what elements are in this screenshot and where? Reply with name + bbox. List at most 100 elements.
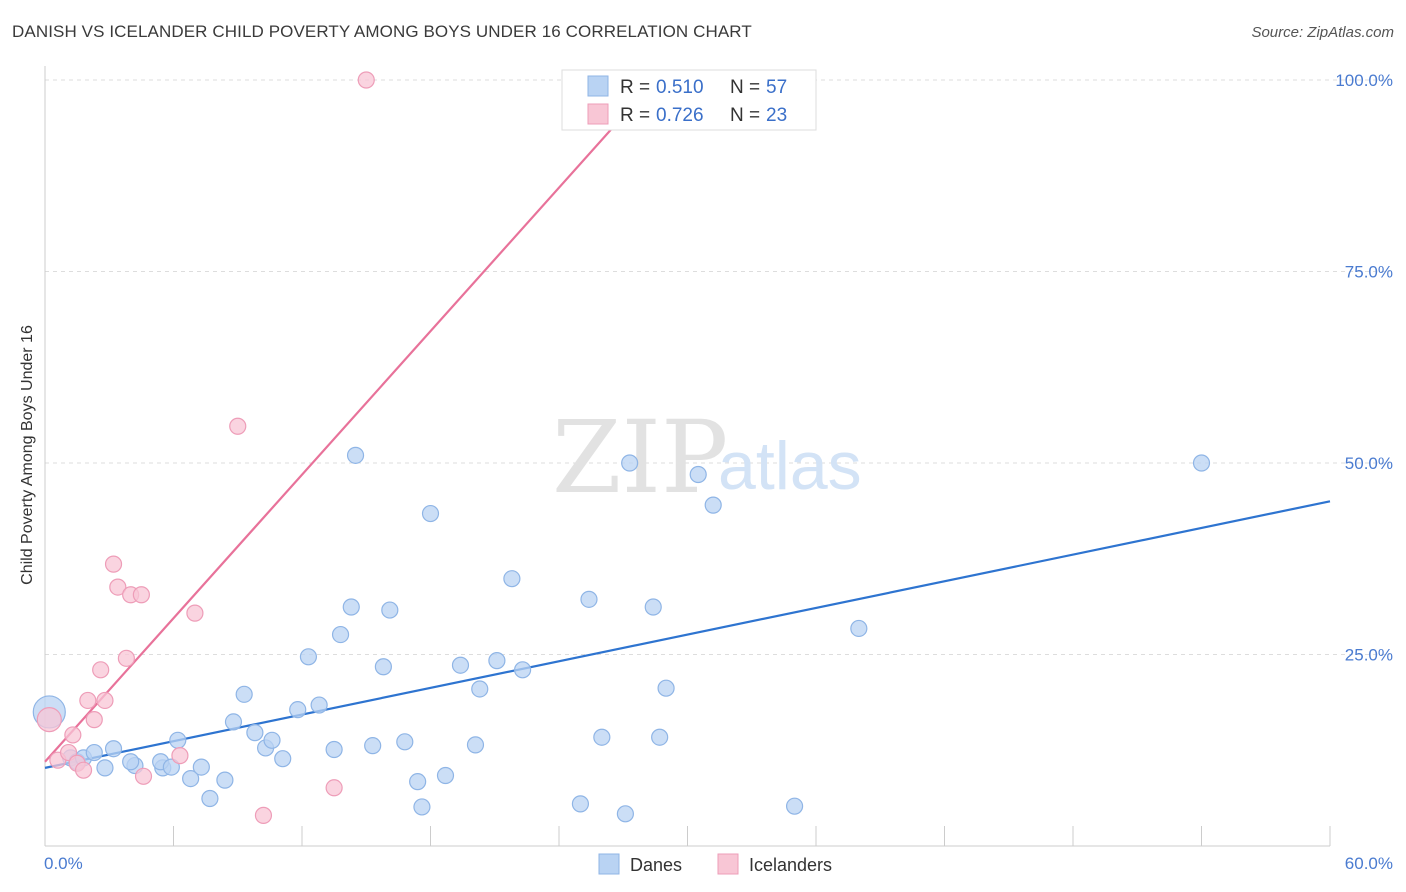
danes-data-point [96,759,114,777]
danes-data-point [381,601,399,619]
danes-data-point [409,773,427,791]
danes-data-point [374,658,392,676]
icelanders-n-label: N = [730,105,760,126]
danes-data-point [785,797,804,815]
y-tick-label: 25.0% [1345,646,1393,665]
icelanders-data-point [132,586,150,604]
y-tick-label: 75.0% [1345,263,1393,282]
source-credit: Source: ZipAtlas.com [1251,24,1394,41]
icelanders-data-point [64,726,82,744]
danes-data-point [192,758,210,776]
danes-data-point [224,713,243,731]
danes-data-point [488,652,506,670]
danes-data-point [451,656,470,674]
danes-r-label: R = [620,77,650,98]
icelanders-data-point [74,761,93,779]
icelanders-n-value: 23 [766,105,787,126]
y-tick-label: 100.0% [1335,71,1393,90]
danes-data-point [364,737,382,755]
danes-data-point [104,740,123,758]
danes-data-point [689,465,707,484]
danes-data-point [1192,454,1211,472]
danes-r-value: 0.510 [656,77,704,98]
icelanders-data-point [325,779,343,797]
danes-data-point [657,679,675,697]
watermark-zip: ZIP [552,399,728,516]
watermark: ZIP atlas [552,399,862,516]
danes-data-point [571,795,590,813]
danes-data-point [593,728,611,746]
danes-data-point [162,758,180,776]
danes-data-point [331,625,350,644]
danes-data-point [513,661,532,679]
danes-data-point [122,753,140,771]
danes-data-point [310,696,328,714]
icelanders-series-label: Icelanders [749,855,832,875]
danes-data-point [346,446,365,464]
icelanders-data-point [229,417,247,435]
danes-data-point [396,733,414,751]
danes-data-point [263,731,281,749]
danes-data-point [616,805,634,823]
danes-data-point [216,771,234,789]
y-tick-label: 50.0% [1345,454,1393,473]
icelanders-legend-swatch [587,103,609,125]
y-tick-labels: 25.0% 50.0% 75.0% 100.0% [1335,71,1393,665]
danes-data-point [580,590,598,608]
danes-n-value: 57 [766,77,787,98]
danes-data-point [342,598,360,616]
danes-data-point [471,680,489,698]
danes-data-point [704,496,722,514]
icelanders-data-point [117,649,135,667]
danes-data-point [413,798,431,816]
danes-series-label: Danes [630,855,682,875]
danes-n-label: N = [730,77,760,98]
danes-points [32,446,1211,823]
danes-data-point [274,750,292,768]
danes-data-point [201,789,219,808]
x-tick-label-min: 0.0% [44,854,83,873]
x-axis-ticks [44,826,1331,846]
danes-data-point [436,766,455,785]
danes-trend-line [44,500,1331,769]
grid-lines [45,79,1390,655]
icelanders-data-point [254,806,273,824]
danes-data-point [169,731,187,749]
icelanders-data-point [186,604,204,622]
danes-legend-swatch [587,75,609,97]
icelanders-data-point [36,707,62,733]
danes-data-point [85,743,103,762]
icelanders-series-swatch [717,853,739,875]
danes-data-point [421,504,440,523]
icelanders-data-point [79,691,97,710]
icelanders-points [36,71,632,824]
trend-lines [44,79,1331,769]
watermark-atlas: atlas [718,428,862,504]
series-legend: Danes Icelanders [598,853,832,875]
chart-title: DANISH VS ICELANDER CHILD POVERTY AMONG … [12,22,752,41]
danes-data-point [503,570,521,588]
icelanders-r-label: R = [620,105,650,126]
danes-data-point [235,685,253,703]
danes-data-point [325,740,343,759]
danes-data-point [644,598,662,616]
danes-series-swatch [598,853,620,875]
icelanders-trend-line [44,79,657,763]
danes-data-point [299,648,318,666]
icelanders-data-point [357,71,375,89]
icelanders-data-point [134,767,153,785]
icelanders-data-point [92,661,110,679]
icelanders-data-point [85,711,103,729]
danes-data-point [246,724,264,742]
danes-data-point [466,736,485,754]
x-tick-label-max: 60.0% [1345,854,1393,873]
icelanders-data-point [109,578,127,596]
stats-legend: R = 0.510 N = 57 R = 0.726 N = 23 [561,69,817,131]
icelanders-r-value: 0.726 [656,105,704,126]
danes-data-point [850,619,868,638]
danes-data-point [651,728,669,746]
icelanders-data-point [104,555,123,573]
danes-data-point [289,701,307,719]
icelanders-data-point [171,747,189,765]
